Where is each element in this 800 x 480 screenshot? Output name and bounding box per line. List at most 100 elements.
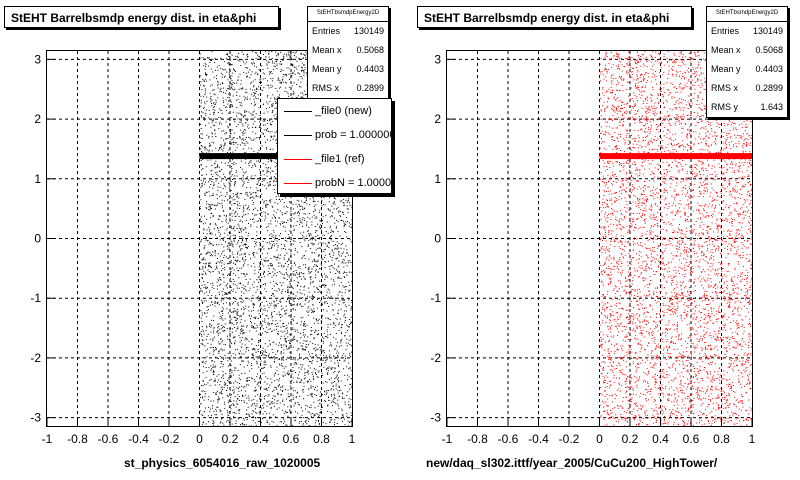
data-point (215, 99, 217, 101)
data-point (294, 390, 296, 392)
data-point (269, 200, 271, 202)
data-point (319, 268, 320, 270)
data-point (290, 201, 292, 203)
data-point (220, 421, 222, 423)
data-point (236, 82, 238, 84)
data-point (202, 380, 204, 382)
data-point (314, 407, 316, 409)
data-point (334, 397, 336, 399)
data-point (273, 361, 275, 363)
data-point (226, 214, 227, 216)
data-point (271, 317, 273, 319)
data-point (276, 60, 277, 62)
data-point (210, 243, 211, 245)
data-point (222, 377, 224, 379)
data-point (348, 362, 350, 364)
data-point (295, 372, 296, 374)
data-point (246, 377, 248, 379)
data-point (254, 79, 256, 81)
data-point (230, 408, 232, 410)
data-point (243, 400, 245, 402)
data-point (275, 142, 277, 144)
data-point (315, 395, 317, 396)
data-point (233, 415, 235, 417)
data-point (209, 352, 211, 354)
data-point (304, 240, 306, 242)
data-point (244, 198, 246, 200)
data-point (293, 230, 295, 231)
data-point (268, 353, 270, 355)
data-point (225, 344, 226, 346)
data-point (286, 309, 288, 311)
data-point (284, 213, 286, 214)
data-point (203, 180, 204, 182)
data-point (245, 351, 247, 353)
data-point (296, 350, 298, 351)
data-point (311, 216, 313, 218)
data-point (287, 285, 289, 287)
data-point (213, 184, 215, 186)
data-point (305, 200, 307, 201)
data-point (315, 422, 316, 424)
data-point (299, 303, 301, 305)
data-point (270, 135, 272, 137)
data-point (263, 270, 265, 272)
data-point (258, 300, 260, 302)
data-point (261, 293, 263, 295)
data-point (322, 342, 324, 344)
data-point (226, 71, 228, 73)
data-point (333, 421, 335, 423)
data-point (271, 403, 273, 405)
data-point (251, 322, 252, 324)
data-point (294, 329, 296, 331)
data-point (338, 247, 340, 249)
data-point (322, 223, 323, 225)
data-point (280, 59, 282, 60)
data-point (296, 68, 298, 70)
data-point (240, 144, 241, 146)
data-point (226, 53, 228, 55)
data-point (235, 400, 237, 402)
data-point (326, 367, 328, 369)
data-point (290, 255, 291, 257)
data-point (202, 329, 204, 331)
data-point (320, 268, 322, 270)
data-point (218, 312, 220, 314)
data-point (237, 310, 239, 312)
data-point (280, 352, 282, 354)
data-point (302, 316, 304, 318)
data-point (275, 372, 276, 374)
data-point (232, 297, 234, 298)
data-point (325, 261, 327, 263)
data-point (230, 143, 231, 145)
data-point (237, 124, 239, 125)
data-point (324, 301, 326, 303)
data-point (255, 98, 257, 100)
data-point (347, 221, 348, 223)
data-point (271, 331, 273, 333)
data-point (296, 97, 298, 98)
data-point (222, 375, 224, 377)
data-point (204, 90, 206, 92)
data-point (266, 172, 268, 174)
data-point (272, 78, 274, 79)
data-point (202, 223, 204, 225)
data-point (228, 76, 230, 78)
data-point (216, 406, 218, 408)
data-point (200, 262, 202, 264)
data-point (210, 170, 212, 172)
data-point (243, 61, 244, 63)
data-point (248, 340, 250, 342)
data-point (213, 315, 215, 317)
data-point (271, 160, 272, 162)
data-point (223, 237, 225, 238)
data-point (298, 57, 300, 59)
data-point (214, 361, 216, 363)
data-point (323, 400, 325, 402)
data-point (255, 238, 257, 240)
data-point (313, 379, 315, 380)
data-point (300, 221, 302, 223)
data-point (237, 398, 239, 400)
data-point (270, 86, 272, 88)
data-point (205, 407, 206, 409)
